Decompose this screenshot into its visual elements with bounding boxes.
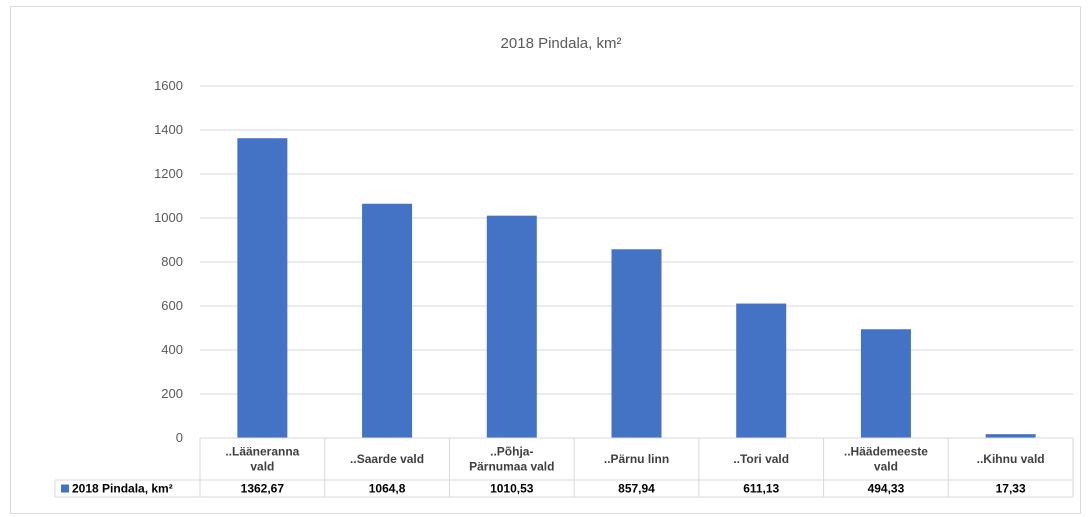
y-tick-label: 600: [161, 298, 183, 313]
data-value-label: 1362,67: [241, 482, 285, 496]
category-label: ..Põhja-: [490, 445, 533, 459]
y-tick-label: 400: [161, 342, 183, 357]
bars: [237, 138, 1036, 439]
legend-label: 2018 Pindala, km²: [72, 482, 173, 496]
category-label: vald: [250, 460, 274, 474]
bar: [611, 249, 662, 438]
y-tick-label: 0: [176, 430, 183, 445]
bar: [860, 329, 911, 438]
data-value-label: 1010,53: [490, 482, 534, 496]
legend-swatch: [61, 484, 69, 493]
data-value-label: 17,33: [996, 482, 1026, 496]
data-value-label: 1064,8: [369, 482, 406, 496]
y-tick-label: 800: [161, 254, 183, 269]
bar: [736, 303, 787, 438]
chart-title: 2018 Pindala, km²: [501, 35, 622, 52]
y-tick-label: 200: [161, 386, 183, 401]
y-tick-label: 1600: [154, 78, 183, 93]
y-tick-label: 1000: [154, 210, 183, 225]
bar: [985, 434, 1036, 438]
category-label: ..Lääneranna: [225, 445, 299, 459]
category-label: ..Saarde vald: [350, 452, 424, 466]
y-tick-label: 1400: [154, 122, 183, 137]
data-value-label: 611,13: [743, 482, 779, 496]
y-axis: 0 200 400 600 800 1000 1200 1400 1600: [154, 78, 183, 445]
category-label: ..Pärnu linn: [604, 452, 669, 466]
category-label: ..Tori vald: [733, 452, 789, 466]
data-value-label: 494,33: [868, 482, 905, 496]
category-label: vald: [874, 460, 898, 474]
gridlines: [200, 85, 1073, 395]
bar: [362, 203, 413, 438]
y-tick-label: 1200: [154, 166, 183, 181]
bar: [237, 138, 288, 439]
category-label: ..Kihnu vald: [977, 452, 1045, 466]
bar: [486, 215, 537, 438]
category-label: ..Häädemeeste: [844, 445, 928, 459]
data-value-label: 857,94: [618, 482, 655, 496]
category-label: Pärnumaa vald: [469, 460, 554, 474]
